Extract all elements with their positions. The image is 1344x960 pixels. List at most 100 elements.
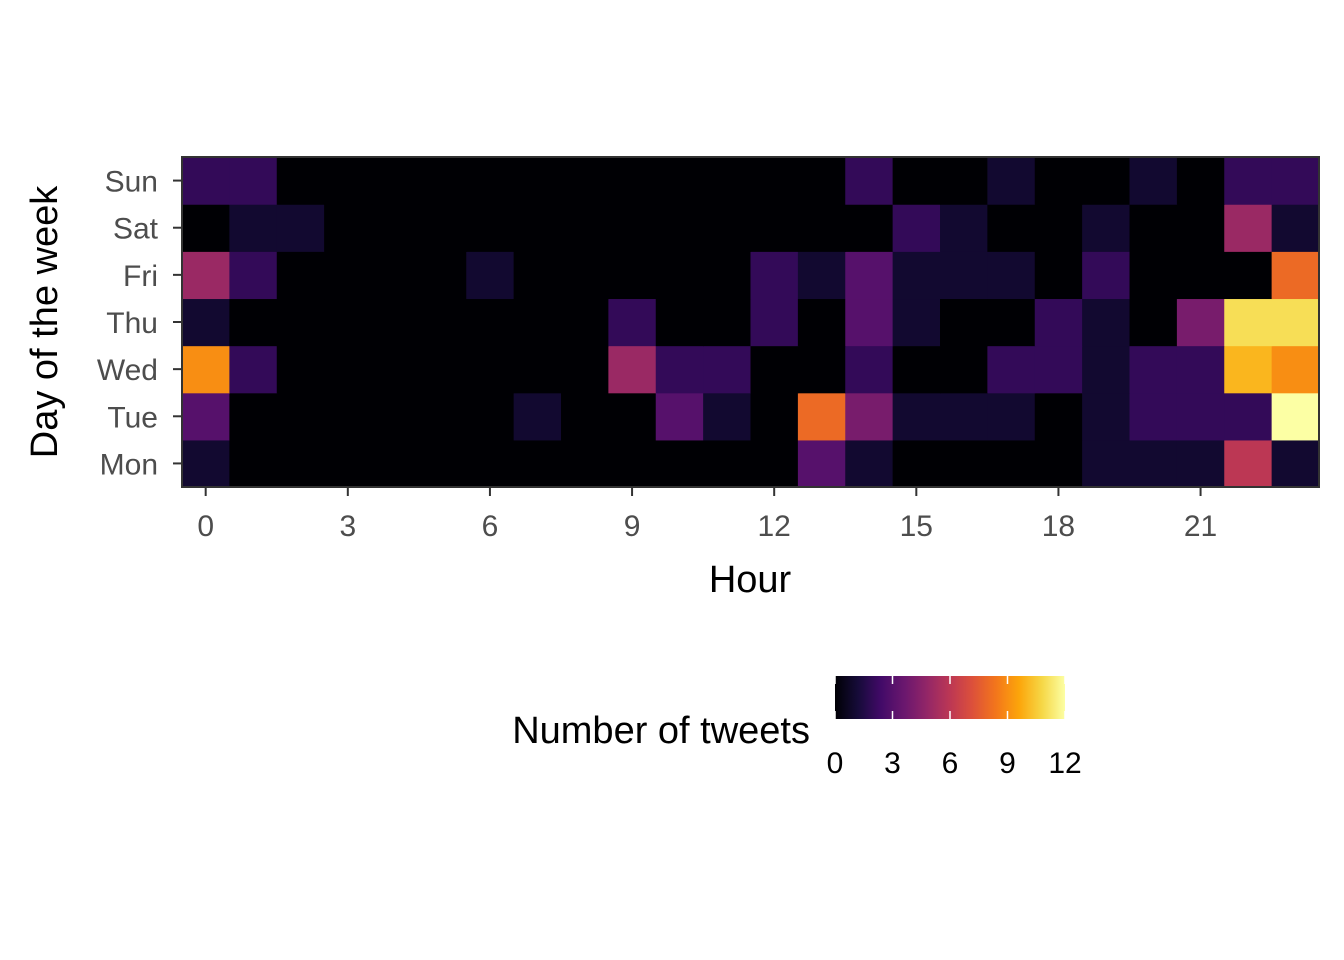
heatmap-cell	[1034, 157, 1083, 205]
y-tick-label: Sat	[113, 213, 159, 246]
heatmap-cell	[513, 439, 562, 488]
heatmap-cell	[1034, 392, 1083, 441]
heatmap-cell	[418, 157, 467, 205]
heatmap-cell	[1176, 251, 1225, 300]
heatmap-cell	[182, 345, 230, 394]
heatmap-cell	[655, 298, 704, 347]
heatmap-cell	[892, 251, 941, 300]
heatmap-cell	[1082, 439, 1131, 488]
heatmap-cell	[1271, 345, 1320, 394]
heatmap-cell	[276, 298, 325, 347]
heatmap-cell	[987, 251, 1036, 300]
heatmap-cell	[466, 204, 515, 252]
heatmap-cell	[418, 345, 467, 394]
heatmap-cell	[892, 204, 941, 252]
y-tick-label: Mon	[100, 448, 158, 481]
heatmap-cell	[371, 298, 420, 347]
heatmap-cell	[371, 392, 420, 441]
heatmap-cell	[324, 345, 373, 394]
heatmap-cell	[1129, 157, 1178, 205]
heatmap-cell	[987, 298, 1036, 347]
heatmap-cell	[182, 439, 230, 488]
x-tick-label: 9	[624, 510, 641, 543]
x-tick-label: 3	[339, 510, 356, 543]
heatmap-cell	[466, 392, 515, 441]
heatmap-cell	[1224, 157, 1273, 205]
heatmap-cell	[797, 439, 846, 488]
heatmap-cell	[845, 345, 894, 394]
heatmap-cell	[1271, 204, 1320, 252]
heatmap-cell	[892, 298, 941, 347]
heatmap-cell	[1034, 345, 1083, 394]
heatmap-cell	[845, 392, 894, 441]
heatmap-cell	[892, 392, 941, 441]
heatmap-cell	[1176, 204, 1225, 252]
heatmap-cell	[1224, 204, 1273, 252]
heatmap-cell	[797, 392, 846, 441]
heatmap-cell	[229, 251, 278, 300]
heatmap-cell	[1271, 392, 1320, 441]
heatmap-cell	[371, 204, 420, 252]
color-legend: Number of tweets 0 3 6 9 12	[512, 676, 1082, 780]
heatmap-cell	[229, 439, 278, 488]
heatmap-cell	[1129, 439, 1178, 488]
heatmap-cell	[466, 439, 515, 488]
heatmap-cell	[1271, 439, 1320, 488]
heatmap-cell	[703, 439, 752, 488]
heatmap-cell	[845, 298, 894, 347]
heatmap-cell	[987, 439, 1036, 488]
heatmap-cell	[750, 439, 799, 488]
heatmap-cell	[229, 298, 278, 347]
x-tick-label: 18	[1042, 510, 1075, 543]
heatmap-cell	[513, 392, 562, 441]
heatmap-cells	[182, 157, 1320, 488]
legend-tick-label: 9	[999, 747, 1016, 780]
heatmap-cell	[1176, 345, 1225, 394]
heatmap-cell	[1034, 298, 1083, 347]
heatmap-cell	[371, 251, 420, 300]
heatmap-cell	[1129, 251, 1178, 300]
heatmap-cell	[892, 345, 941, 394]
heatmap-cell	[466, 345, 515, 394]
heatmap-cell	[418, 439, 467, 488]
heatmap-cell	[703, 251, 752, 300]
heatmap-cell	[1082, 298, 1131, 347]
heatmap-cell	[324, 204, 373, 252]
heatmap-cell	[229, 392, 278, 441]
heatmap-cell	[276, 392, 325, 441]
heatmap-cell	[655, 157, 704, 205]
heatmap-cell	[987, 157, 1036, 205]
heatmap-cell	[466, 251, 515, 300]
heatmap-cell	[940, 392, 988, 441]
heatmap-cell	[182, 204, 230, 252]
heatmap-cell	[608, 204, 657, 252]
heatmap-cell	[324, 157, 373, 205]
heatmap-cell	[608, 157, 657, 205]
heatmap-cell	[892, 439, 941, 488]
heatmap-cell	[1082, 157, 1131, 205]
y-tick-label: Tue	[107, 401, 158, 434]
heatmap-cell	[797, 204, 846, 252]
heatmap-cell	[418, 251, 467, 300]
heatmap-cell	[892, 157, 941, 205]
heatmap-cell	[418, 392, 467, 441]
heatmap-cell	[940, 345, 988, 394]
heatmap-cell	[703, 157, 752, 205]
legend-tick-label: 0	[827, 747, 844, 780]
heatmap-cell	[1034, 251, 1083, 300]
heatmap-cell	[1129, 204, 1178, 252]
heatmap-cell	[324, 251, 373, 300]
legend-title: Number of tweets	[512, 710, 810, 752]
heatmap-cell	[561, 157, 609, 205]
heatmap-cell	[797, 298, 846, 347]
y-tick-label: Thu	[106, 307, 158, 340]
heatmap-cell	[750, 251, 799, 300]
y-axis: Mon Tue Wed Thu Fri Sat Sun	[97, 166, 182, 481]
y-axis-title: Day of the week	[24, 185, 66, 458]
heatmap-cell	[845, 251, 894, 300]
heatmap-cell	[797, 157, 846, 205]
heatmap-cell	[940, 298, 988, 347]
heatmap-cell	[561, 392, 609, 441]
heatmap-cell	[561, 439, 609, 488]
